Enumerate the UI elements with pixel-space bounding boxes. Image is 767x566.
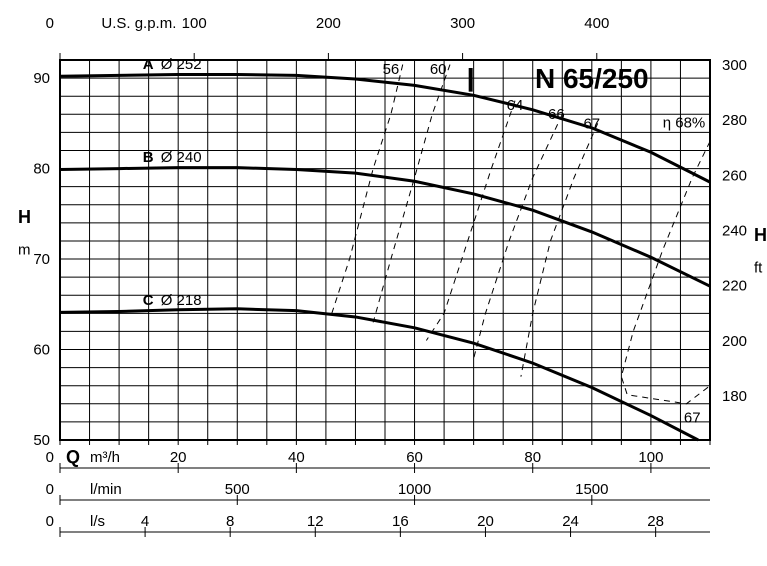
efficiency-label: 56 [383, 61, 400, 78]
bottom-tick: 12 [307, 513, 324, 530]
bottom-tick: 1000 [398, 481, 431, 498]
y-axis-title-right: H [754, 225, 767, 245]
ytick-left: 90 [33, 70, 50, 87]
bottom-tick: 0 [46, 513, 54, 530]
bottom-tick: 80 [524, 449, 541, 466]
eta-label: η 68% [663, 114, 706, 131]
curve-label-A: A [143, 56, 154, 73]
ytick-right: 180 [722, 388, 747, 405]
efficiency-curve [332, 65, 403, 314]
top-tick: 200 [316, 15, 341, 32]
performance-curve-C [60, 309, 698, 440]
efficiency-curve [621, 141, 710, 403]
ytick-left: 80 [33, 161, 50, 178]
efficiency-label: 67 [684, 409, 701, 426]
bottom-tick: 500 [225, 481, 250, 498]
efficiency-curve [426, 101, 515, 341]
bottom-tick: 28 [647, 513, 664, 530]
bottom-axis-unit: l/s [90, 513, 105, 530]
bottom-tick: 40 [288, 449, 305, 466]
bottom-axis-unit: l/min [90, 481, 122, 498]
efficiency-label: 60 [430, 61, 447, 78]
curve-diameter-C: Ø 218 [161, 292, 202, 309]
bottom-tick: 100 [638, 449, 663, 466]
y-axis-unit-right: ft [754, 260, 763, 277]
ytick-right: 260 [722, 167, 747, 184]
ytick-right: 300 [722, 57, 747, 74]
model-title: N 65/250 [535, 63, 649, 94]
pump-curve-chart: 5060708090Hm180200220240260280300HftU.S.… [0, 0, 767, 566]
q-axis-title: Q [66, 447, 80, 467]
curve-diameter-A: Ø 252 [161, 56, 202, 73]
grid [60, 60, 710, 440]
bottom-tick: 8 [226, 513, 234, 530]
bottom-axis-unit: m³/h [90, 449, 120, 466]
bottom-tick: 16 [392, 513, 409, 530]
ytick-right: 220 [722, 278, 747, 295]
bottom-tick: 24 [562, 513, 579, 530]
top-tick: 300 [450, 15, 475, 32]
ytick-right: 240 [722, 223, 747, 240]
curve-label-B: B [143, 149, 154, 166]
top-tick: 0 [46, 15, 54, 32]
y-axis-title-left: H [18, 207, 31, 227]
ytick-right: 200 [722, 333, 747, 350]
bottom-tick: 20 [477, 513, 494, 530]
bottom-tick: 0 [46, 481, 54, 498]
curve-label-C: C [143, 292, 154, 309]
ytick-left: 60 [33, 342, 50, 359]
ytick-right: 280 [722, 112, 747, 129]
curve-diameter-B: Ø 240 [161, 149, 202, 166]
ytick-left: 70 [33, 251, 50, 268]
top-tick: 400 [584, 15, 609, 32]
bottom-tick: 4 [141, 513, 149, 530]
bottom-tick: 20 [170, 449, 187, 466]
top-axis-title: U.S. g.p.m. [101, 15, 176, 32]
bottom-tick: 1500 [575, 481, 608, 498]
y-axis-unit-left: m [18, 242, 31, 259]
top-tick: 100 [182, 15, 207, 32]
ytick-left: 50 [33, 432, 50, 449]
bottom-tick: 0 [46, 449, 54, 466]
bottom-tick: 60 [406, 449, 423, 466]
